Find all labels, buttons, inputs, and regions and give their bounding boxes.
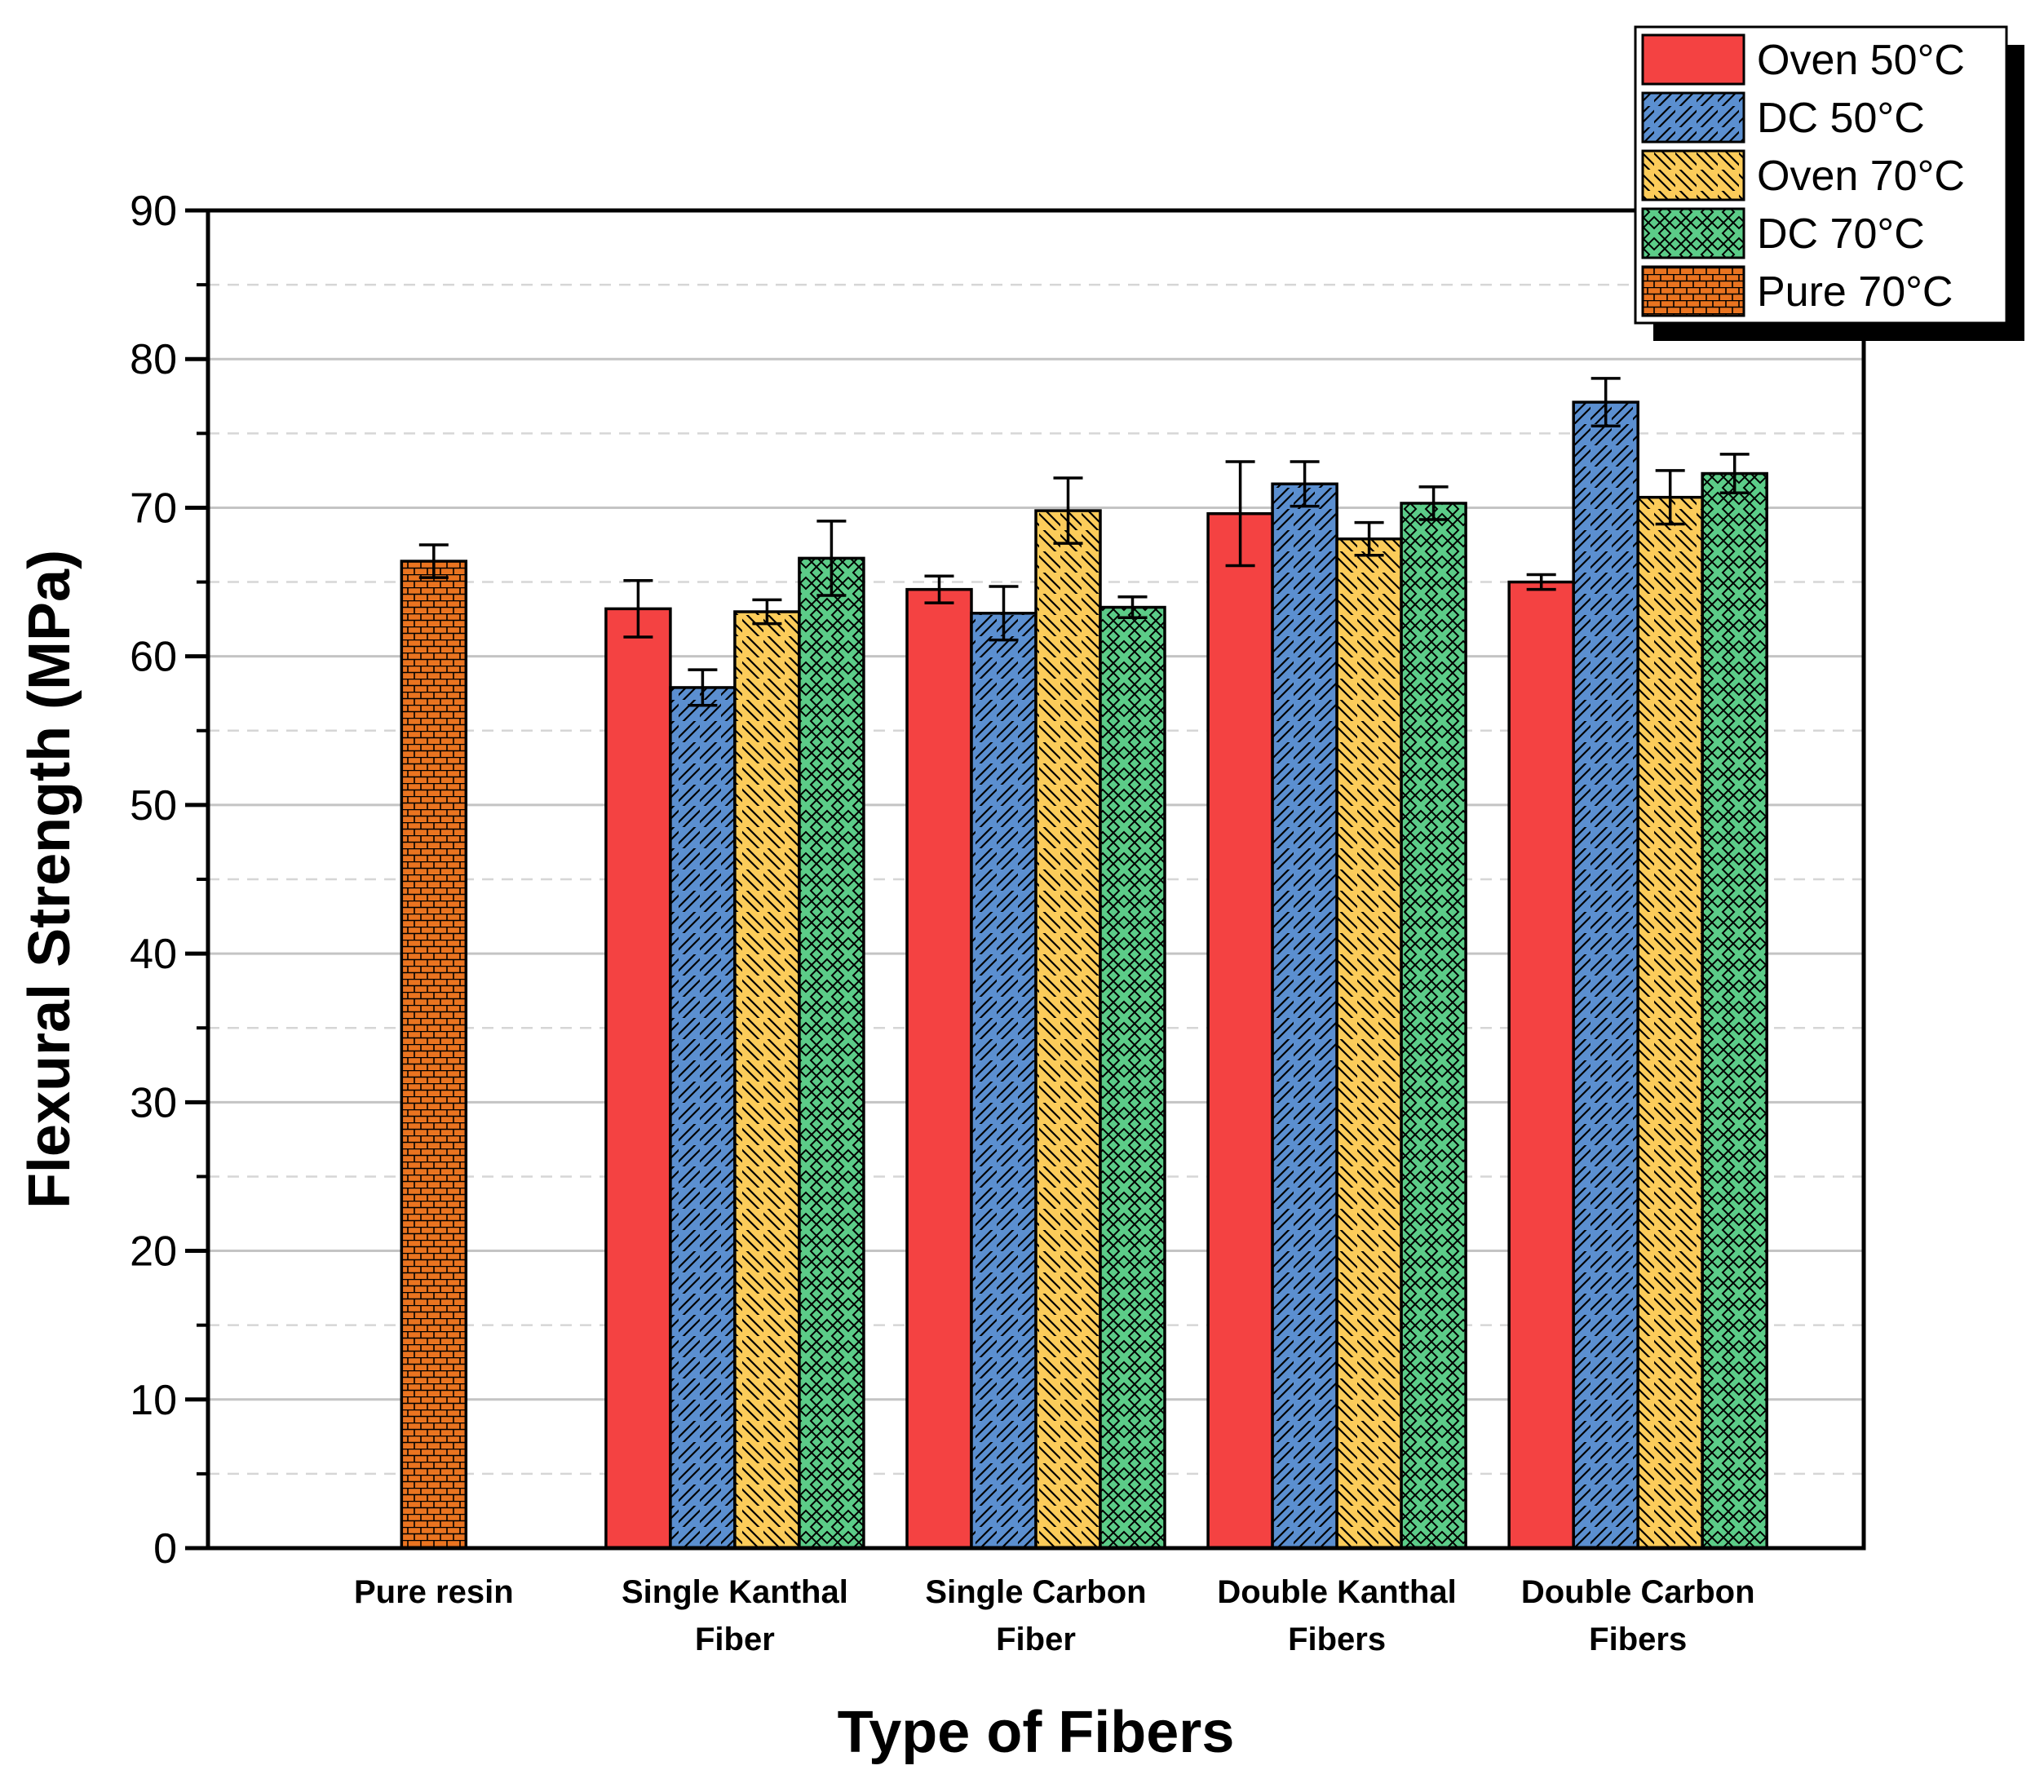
y-tick-label: 80 [130, 336, 177, 383]
x-axis: Pure resin Single Kanthal Fiber Single Carb… [354, 1574, 1755, 1657]
legend-swatch-pattern [1643, 267, 1744, 316]
legend-swatch-pattern [1643, 151, 1744, 200]
error-bar-dc-50-c [989, 585, 1019, 642]
legend-label: DC 70°C [1757, 210, 1925, 258]
legend-swatch-outline [1641, 207, 1745, 259]
bar-pattern-oven-70-c [1638, 497, 1703, 1548]
legend-label: Oven 50°C [1757, 37, 1965, 84]
legend-swatch [1643, 35, 1744, 84]
bar-pattern-dc-70-c [1702, 473, 1767, 1548]
legend-swatch-outline [1641, 265, 1745, 317]
error-bars [418, 377, 1750, 707]
bar-oven-50-c [1509, 582, 1574, 1548]
error-bar-dc-50-c [688, 668, 718, 707]
x-tick-label: Double Carbon Fibers [1521, 1574, 1755, 1657]
bar-pattern-dc-50-c [971, 613, 1036, 1548]
bar-pattern-dc-70-c [1100, 607, 1165, 1548]
bar-pattern-dc-70-c [799, 558, 864, 1548]
bar-pattern-dc-50-c [1272, 484, 1338, 1549]
error-bar-oven-70-c [1053, 476, 1083, 545]
x-tick-label: Single Kanthal Fiber [622, 1574, 848, 1657]
y-axis-title: Flexural Strength (MPa) [17, 550, 82, 1209]
y-tick-label: 60 [130, 634, 177, 681]
plot-area [206, 208, 1866, 1551]
legend-swatch-outline [1641, 149, 1745, 201]
y-tick-label: 30 [130, 1079, 177, 1126]
legend-swatch-pattern [1643, 209, 1744, 258]
y-tick-label: 70 [130, 485, 177, 532]
bar-pattern-dc-50-c [1573, 402, 1639, 1549]
bar-oven-50-c [1208, 513, 1273, 1548]
bar-pattern-dc-50-c [670, 687, 735, 1548]
error-bar-dc-70-c [1719, 453, 1750, 494]
y-tick-label: 20 [130, 1228, 177, 1276]
bar-pattern-oven-70-c [1036, 511, 1100, 1548]
x-tick-label: Pure resin [354, 1574, 514, 1610]
bar-pattern-oven-70-c [1337, 538, 1402, 1548]
error-bar-oven-70-c [1655, 469, 1685, 526]
error-bar-oven-50-c [924, 574, 954, 604]
error-bar-pure-70-c [418, 543, 449, 579]
bar-pattern-oven-70-c [734, 612, 799, 1548]
legend-swatch-outline [1641, 33, 1745, 86]
y-tick-label: 50 [130, 782, 177, 830]
error-bar-dc-70-c [1117, 595, 1148, 620]
legend: Oven 50°C DC 50°C Oven 70°C DC 70°C Pure 70°… [1634, 25, 2024, 341]
error-bar-oven-50-c [1225, 460, 1255, 568]
x-tick-label: Double Kanthal Fibers [1217, 1574, 1456, 1657]
y-tick-label: 10 [130, 1377, 177, 1424]
legend-label: Oven 70°C [1757, 153, 1965, 200]
y-tick-label: 90 [130, 188, 177, 235]
legend-label: Pure 70°C [1757, 268, 1953, 316]
error-bar-dc-50-c [1591, 377, 1621, 427]
legend-swatch-pattern [1643, 93, 1744, 142]
x-tick-label: Single Carbon Fiber [925, 1574, 1146, 1657]
bar-oven-50-c [605, 608, 670, 1549]
bar-pattern-pure-70-c [401, 561, 467, 1548]
error-bar-oven-70-c [1354, 520, 1384, 557]
bars [400, 400, 1768, 1550]
legend-label: DC 50°C [1757, 95, 1925, 142]
error-bar-oven-70-c [752, 598, 782, 626]
bar-pattern-dc-70-c [1401, 502, 1467, 1548]
error-bar-dc-70-c [816, 520, 847, 597]
error-bar-oven-50-c [623, 578, 653, 639]
error-bar-oven-50-c [1526, 573, 1556, 591]
y-axis: 0 10 20 30 40 50 60 70 80 90 [130, 188, 208, 1573]
y-tick-label: 0 [153, 1525, 177, 1573]
error-bar-dc-50-c [1290, 460, 1320, 508]
x-axis-title: Type of Fibers [838, 1700, 1235, 1765]
error-bar-dc-70-c [1418, 485, 1449, 521]
y-tick-label: 40 [130, 931, 177, 978]
bar-oven-50-c [907, 589, 971, 1548]
legend-swatch-outline [1641, 91, 1745, 144]
